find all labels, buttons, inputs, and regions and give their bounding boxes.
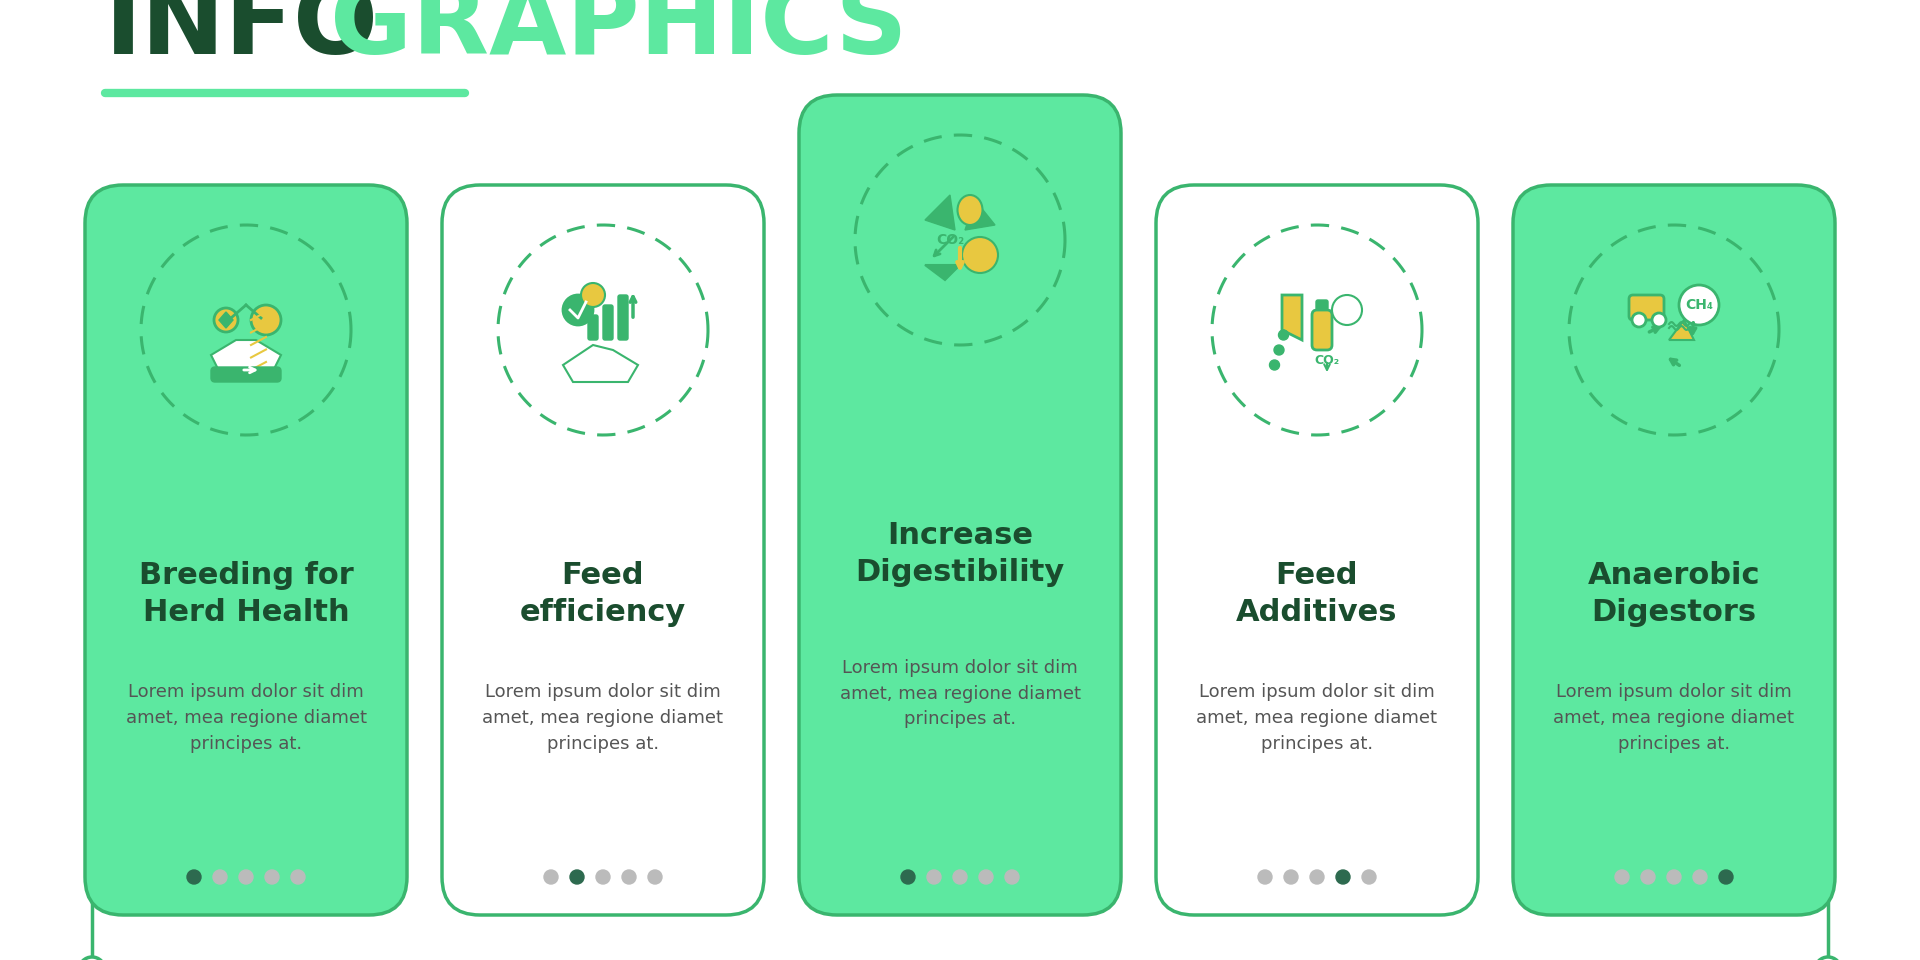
- Text: CO₂: CO₂: [935, 233, 964, 247]
- FancyBboxPatch shape: [1311, 310, 1332, 350]
- Circle shape: [570, 870, 584, 884]
- Text: Feed
efficiency: Feed efficiency: [520, 561, 685, 627]
- Circle shape: [511, 238, 695, 422]
- Text: Lorem ipsum dolor sit dim
amet, mea regione diamet
principes at.: Lorem ipsum dolor sit dim amet, mea regi…: [125, 684, 367, 753]
- Circle shape: [1004, 870, 1020, 884]
- FancyBboxPatch shape: [799, 95, 1121, 915]
- Circle shape: [1279, 330, 1288, 340]
- Circle shape: [927, 870, 941, 884]
- Circle shape: [868, 148, 1052, 332]
- Text: GRAPHICS: GRAPHICS: [330, 0, 908, 75]
- Circle shape: [1258, 870, 1271, 884]
- Polygon shape: [925, 195, 954, 230]
- Circle shape: [1361, 870, 1377, 884]
- Circle shape: [622, 870, 636, 884]
- FancyBboxPatch shape: [1156, 185, 1478, 915]
- Circle shape: [900, 870, 916, 884]
- Text: Lorem ipsum dolor sit dim
amet, mea regione diamet
principes at.: Lorem ipsum dolor sit dim amet, mea regi…: [1196, 684, 1438, 753]
- Circle shape: [265, 870, 278, 884]
- Circle shape: [1269, 360, 1279, 370]
- Circle shape: [543, 870, 559, 884]
- Circle shape: [1309, 870, 1325, 884]
- Circle shape: [252, 305, 280, 335]
- Circle shape: [1332, 295, 1361, 325]
- Circle shape: [1718, 870, 1734, 884]
- Circle shape: [213, 308, 238, 332]
- Polygon shape: [1668, 320, 1693, 340]
- Text: Anaerobic
Digestors: Anaerobic Digestors: [1588, 561, 1761, 627]
- Circle shape: [1284, 870, 1298, 884]
- Circle shape: [79, 957, 106, 960]
- Ellipse shape: [958, 195, 983, 225]
- Circle shape: [154, 238, 338, 422]
- Circle shape: [1615, 870, 1628, 884]
- Circle shape: [1336, 870, 1350, 884]
- Circle shape: [292, 870, 305, 884]
- Polygon shape: [1283, 295, 1302, 340]
- FancyBboxPatch shape: [618, 295, 628, 340]
- Circle shape: [1667, 870, 1682, 884]
- Polygon shape: [563, 345, 637, 382]
- FancyBboxPatch shape: [1628, 295, 1665, 320]
- Circle shape: [186, 870, 202, 884]
- Circle shape: [1693, 870, 1707, 884]
- Circle shape: [649, 870, 662, 884]
- Circle shape: [582, 283, 605, 307]
- FancyBboxPatch shape: [603, 305, 612, 340]
- Circle shape: [979, 870, 993, 884]
- Circle shape: [595, 870, 611, 884]
- Text: Lorem ipsum dolor sit dim
amet, mea regione diamet
principes at.: Lorem ipsum dolor sit dim amet, mea regi…: [482, 684, 724, 753]
- Circle shape: [1651, 313, 1667, 327]
- FancyBboxPatch shape: [84, 185, 407, 915]
- Circle shape: [213, 870, 227, 884]
- Circle shape: [1678, 285, 1718, 325]
- FancyBboxPatch shape: [211, 367, 280, 382]
- Circle shape: [1814, 957, 1841, 960]
- Circle shape: [1225, 238, 1409, 422]
- Text: Breeding for
Herd Health: Breeding for Herd Health: [138, 561, 353, 627]
- Circle shape: [1582, 238, 1766, 422]
- Polygon shape: [966, 200, 995, 230]
- Polygon shape: [211, 340, 280, 375]
- Polygon shape: [219, 312, 232, 328]
- Text: CO₂: CO₂: [1315, 353, 1340, 367]
- FancyBboxPatch shape: [442, 185, 764, 915]
- Circle shape: [962, 237, 998, 273]
- Text: Lorem ipsum dolor sit dim
amet, mea regione diamet
principes at.: Lorem ipsum dolor sit dim amet, mea regi…: [1553, 684, 1795, 753]
- Text: CH₄: CH₄: [1686, 298, 1713, 312]
- Polygon shape: [925, 265, 960, 280]
- Text: Lorem ipsum dolor sit dim
amet, mea regione diamet
principes at.: Lorem ipsum dolor sit dim amet, mea regi…: [839, 659, 1081, 729]
- Circle shape: [1275, 345, 1284, 355]
- FancyBboxPatch shape: [1513, 185, 1836, 915]
- Text: INFO: INFO: [106, 0, 378, 75]
- Circle shape: [563, 295, 593, 325]
- Text: Feed
Additives: Feed Additives: [1236, 561, 1398, 627]
- FancyBboxPatch shape: [588, 315, 597, 340]
- Circle shape: [1642, 870, 1655, 884]
- FancyBboxPatch shape: [1315, 300, 1329, 310]
- Text: Increase
Digestibility: Increase Digestibility: [856, 521, 1064, 588]
- Circle shape: [952, 870, 968, 884]
- Circle shape: [1632, 313, 1645, 327]
- Circle shape: [238, 870, 253, 884]
